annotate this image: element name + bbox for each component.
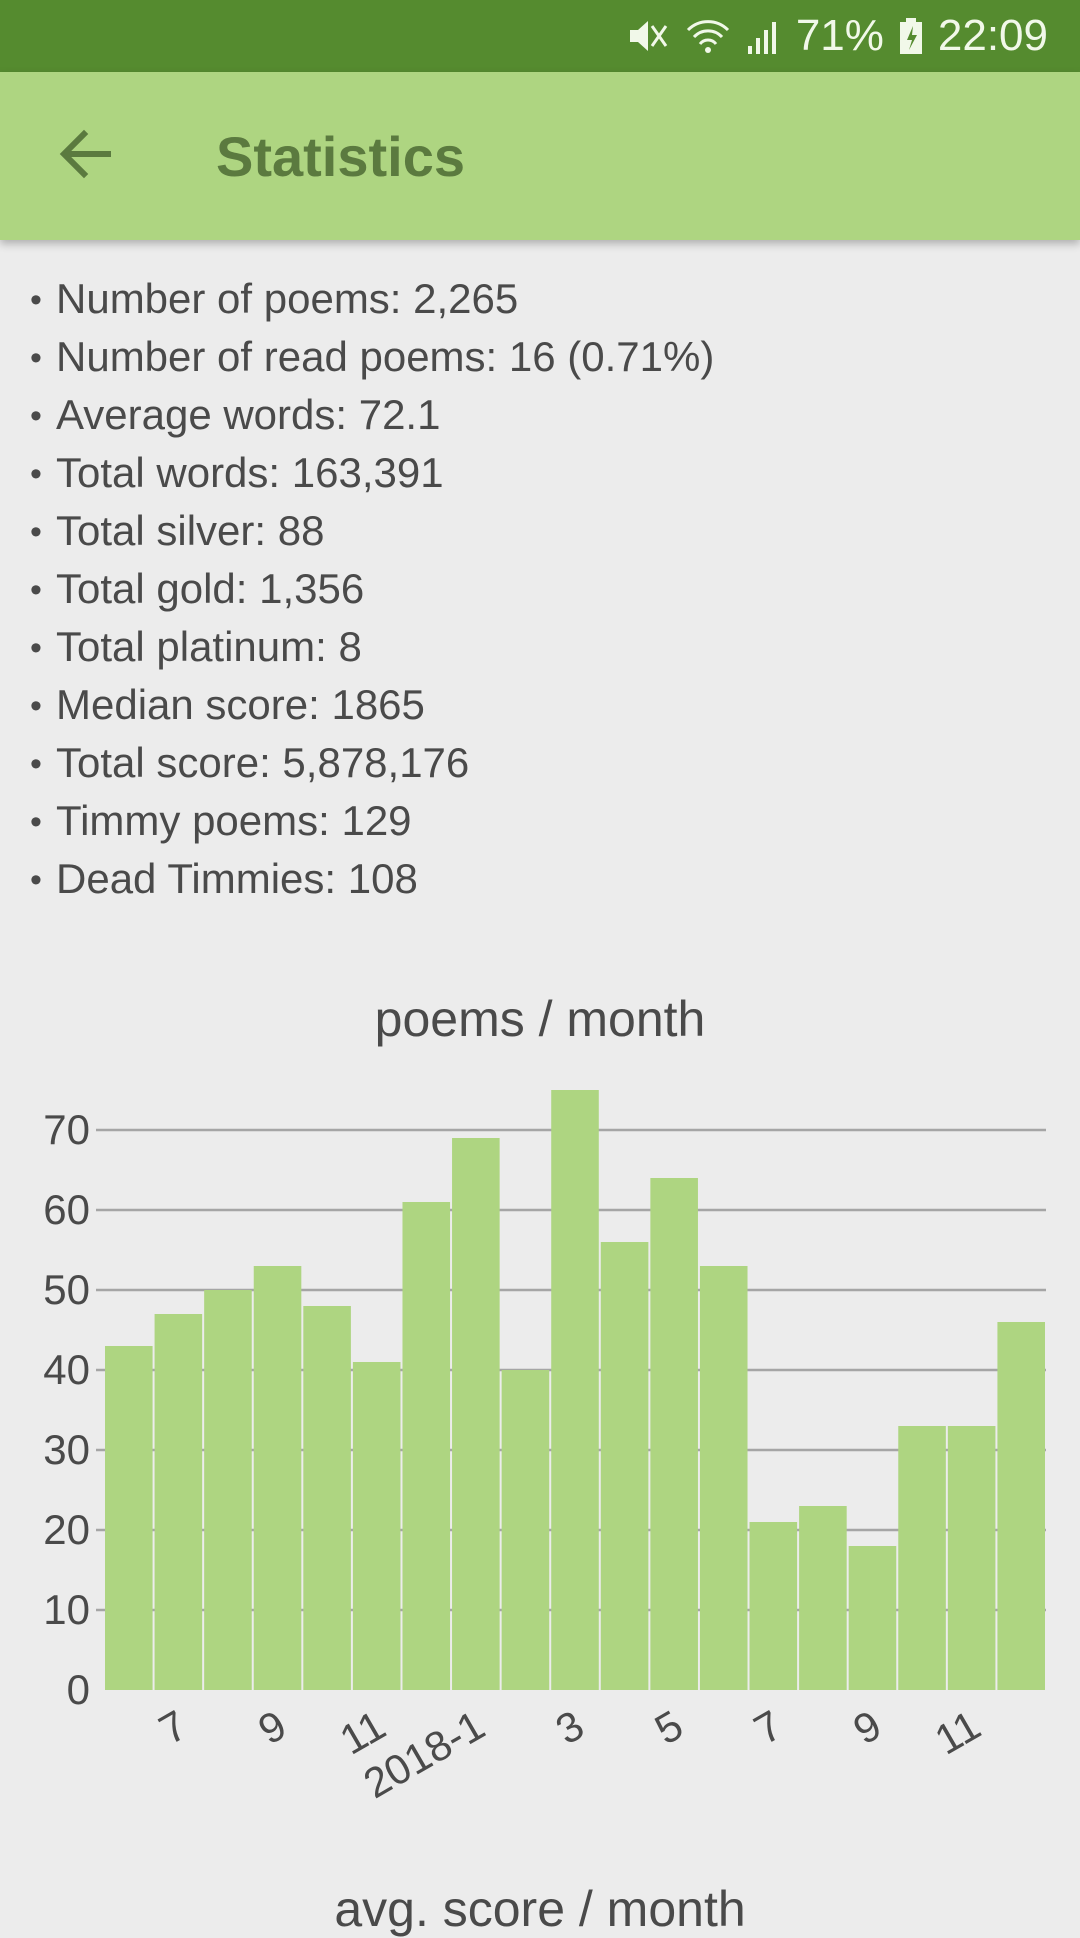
- x-tick-label: 9: [845, 1701, 889, 1753]
- bar: [501, 1370, 550, 1690]
- stat-text: Median score: 1865: [56, 681, 425, 728]
- stat-item: • Number of poems: 2,265: [30, 275, 519, 322]
- app-bar: Statistics: [0, 72, 1080, 240]
- battery-percent: 71%: [795, 11, 884, 60]
- bar: [154, 1314, 203, 1690]
- bar: [204, 1290, 252, 1690]
- y-tick-label: 0: [67, 1666, 90, 1713]
- back-button[interactable]: [40, 112, 128, 200]
- arrow-left-icon: [56, 126, 112, 187]
- stat-item: • Total platinum: 8: [30, 623, 362, 670]
- bar: [799, 1506, 847, 1690]
- stat-text: Dead Timmies: 108: [56, 855, 418, 902]
- signal-icon: [746, 16, 782, 56]
- bar: [253, 1266, 302, 1690]
- wifi-icon: [684, 16, 732, 56]
- stat-text: Total platinum: 8: [56, 623, 362, 670]
- chart-title: poems / month: [374, 991, 706, 1047]
- y-tick-label: 60: [43, 1186, 90, 1233]
- x-tick-label: 7: [151, 1701, 195, 1753]
- status-bar: 71% 22:09: [0, 0, 1080, 72]
- bar: [551, 1090, 599, 1690]
- stat-text: Total gold: 1,356: [56, 565, 365, 612]
- stat-text: Total score: 5,878,176: [56, 739, 470, 786]
- stat-item: • Dead Timmies: 108: [30, 855, 418, 902]
- bar: [947, 1426, 996, 1690]
- x-tick-label: 11: [927, 1701, 988, 1764]
- y-tick-label: 30: [43, 1426, 90, 1473]
- bar: [303, 1306, 351, 1690]
- stat-text: Average words: 72.1: [56, 391, 441, 438]
- stat-item: • Total words: 163,391: [30, 449, 444, 496]
- x-tick-label: 5: [647, 1701, 691, 1753]
- bar: [650, 1178, 698, 1690]
- y-tick-label: 10: [43, 1586, 90, 1633]
- stat-text: Number of read poems: 16 (0.71%): [56, 333, 715, 380]
- stat-text: Total silver: 88: [56, 507, 325, 554]
- x-tick-label: 3: [548, 1701, 592, 1753]
- bar: [352, 1362, 401, 1690]
- bar: [898, 1426, 946, 1690]
- bar: [997, 1322, 1045, 1690]
- y-tick-label: 70: [43, 1106, 90, 1153]
- y-tick-label: 50: [43, 1266, 90, 1313]
- x-tick-label: 7: [746, 1701, 790, 1753]
- battery-charging-icon: [898, 16, 924, 56]
- bar: [452, 1138, 500, 1690]
- stat-item: • Total silver: 88: [30, 507, 325, 554]
- chart-title-2: avg. score / month: [334, 1881, 746, 1937]
- stat-item: • Total gold: 1,356: [30, 565, 365, 612]
- page-title: Statistics: [216, 124, 465, 188]
- bar: [749, 1522, 798, 1690]
- mute-icon: [626, 16, 670, 56]
- bar: [848, 1546, 897, 1690]
- stat-item: • Average words: 72.1: [30, 391, 441, 438]
- stat-item: • Number of read poems: 16 (0.71%): [30, 333, 715, 380]
- stat-item: • Total score: 5,878,176: [30, 739, 470, 786]
- stat-text: Number of poems: 2,265: [56, 275, 519, 322]
- stat-item: • Median score: 1865: [30, 681, 425, 728]
- y-tick-label: 20: [43, 1506, 90, 1553]
- bar: [105, 1346, 153, 1690]
- x-tick-label: 9: [250, 1701, 294, 1753]
- stat-item: • Timmy poems: 129: [30, 797, 412, 844]
- stats-list: • Number of poems: 2,265 • Number of read …: [30, 270, 1050, 908]
- y-tick-label: 40: [43, 1346, 90, 1393]
- clock: 22:09: [937, 11, 1048, 60]
- bar: [699, 1266, 748, 1690]
- bar: [600, 1242, 649, 1690]
- stat-text: Total words: 163,391: [56, 449, 444, 496]
- bar: [402, 1202, 451, 1690]
- stat-text: Timmy poems: 129: [56, 797, 412, 844]
